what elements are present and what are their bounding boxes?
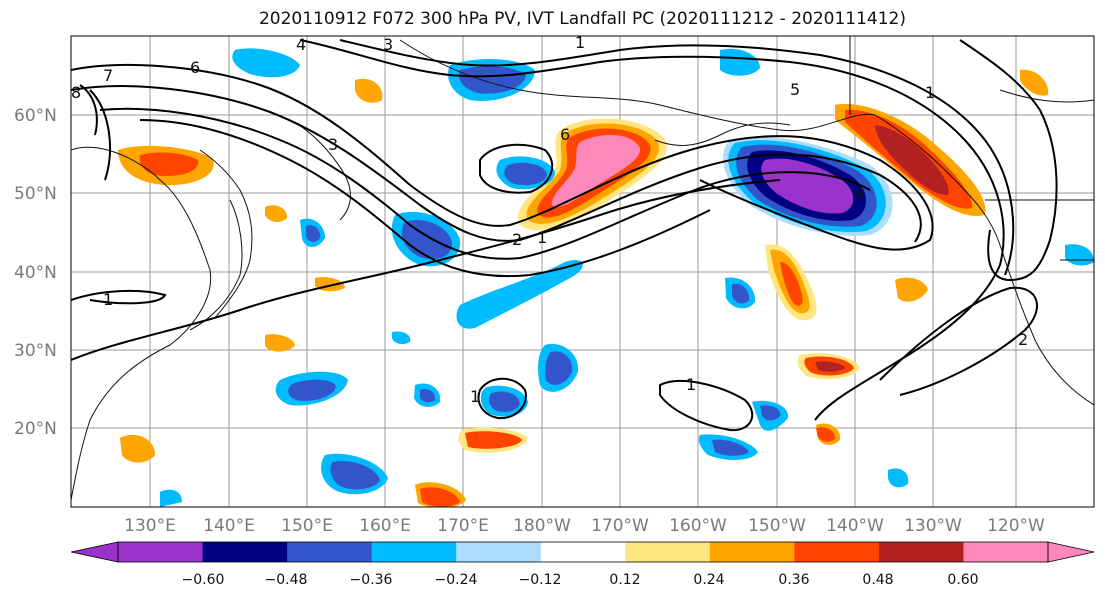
lon-label: 170°W [591, 516, 649, 536]
svg-text:6: 6 [560, 125, 570, 144]
colorbar-segment [202, 542, 288, 562]
colorbar-tick-label: 0.12 [609, 572, 640, 588]
colorbar-segment [878, 542, 964, 562]
svg-text:1: 1 [575, 33, 585, 52]
colorbar-segment [709, 542, 795, 562]
colorbar-tick-label: −0.60 [182, 572, 225, 588]
colorbar-segment [371, 542, 457, 562]
colorbar-tick-label: −0.48 [265, 572, 308, 588]
colorbar-extension-min [70, 541, 119, 563]
latitude-labels: 60°N 50°N 40°N 30°N 20°N [14, 106, 57, 439]
lat-label: 30°N [14, 341, 57, 361]
lon-label: 180°W [513, 516, 571, 536]
lon-label: 120°W [987, 516, 1045, 536]
svg-text:2: 2 [1018, 330, 1028, 349]
colorbar-ticks: −0.60 −0.48 −0.36 −0.24 −0.12 0.12 0.24 … [182, 572, 979, 588]
pv-contours [71, 39, 1058, 432]
lat-label: 40°N [14, 263, 57, 283]
colorbar-segment [625, 542, 711, 562]
colorbar-segment [963, 542, 1049, 562]
colorbar-segment [118, 542, 204, 562]
svg-text:5: 5 [790, 80, 800, 99]
colorbar-extension-max [1047, 541, 1095, 563]
svg-text:4: 4 [296, 35, 306, 54]
lon-label: 160°E [359, 516, 411, 536]
lat-label: 20°N [14, 419, 57, 439]
svg-text:3: 3 [383, 35, 393, 54]
svg-text:6: 6 [855, 185, 865, 204]
lon-label: 130°E [124, 516, 176, 536]
svg-text:1: 1 [686, 375, 696, 394]
colorbar-tick-label: 0.60 [947, 572, 978, 588]
lat-label: 60°N [14, 106, 57, 126]
colorbar-tick-label: −0.24 [435, 572, 478, 588]
colorbar-segment [456, 542, 542, 562]
colorbar-tick-label: −0.36 [350, 572, 393, 588]
colorbar-tick-label: 0.36 [778, 572, 809, 588]
lon-label: 150°W [748, 516, 806, 536]
map-title: 2020110912 F072 300 hPa PV, IVT Landfall… [258, 9, 906, 29]
pv-shading [118, 48, 1094, 507]
colorbar-segment [540, 542, 626, 562]
svg-text:2: 2 [512, 230, 522, 249]
lon-label: 130°W [904, 516, 962, 536]
contour-labels: 7 6 8 5 4 3 6 2 1 1 2 6 1 3 1 1 1 [71, 33, 1028, 406]
svg-text:1: 1 [537, 228, 547, 247]
map-frame [70, 35, 1095, 508]
colorbar-tick-label: 0.48 [862, 572, 893, 588]
lon-label: 170°E [437, 516, 489, 536]
svg-text:8: 8 [71, 83, 81, 102]
lat-label: 50°N [14, 184, 57, 204]
colorbar-border [117, 541, 1049, 563]
svg-text:6: 6 [190, 58, 200, 77]
svg-text:1: 1 [925, 83, 935, 102]
longitude-labels: 130°E 140°E 150°E 160°E 170°E 180°W 170°… [124, 516, 1045, 536]
lon-label: 140°W [826, 516, 884, 536]
svg-text:3: 3 [328, 135, 338, 154]
svg-text:1: 1 [103, 290, 113, 309]
colorbar-tick-label: 0.24 [693, 572, 724, 588]
colorbar-segment [287, 542, 373, 562]
lon-label: 160°W [669, 516, 727, 536]
svg-text:1: 1 [470, 387, 480, 406]
colorbar-segment [794, 542, 880, 562]
lon-label: 150°E [281, 516, 333, 536]
colorbar-tick-label: −0.12 [519, 572, 562, 588]
lon-label: 140°E [203, 516, 255, 536]
colorbar [70, 541, 1095, 563]
svg-text:7: 7 [103, 66, 113, 85]
